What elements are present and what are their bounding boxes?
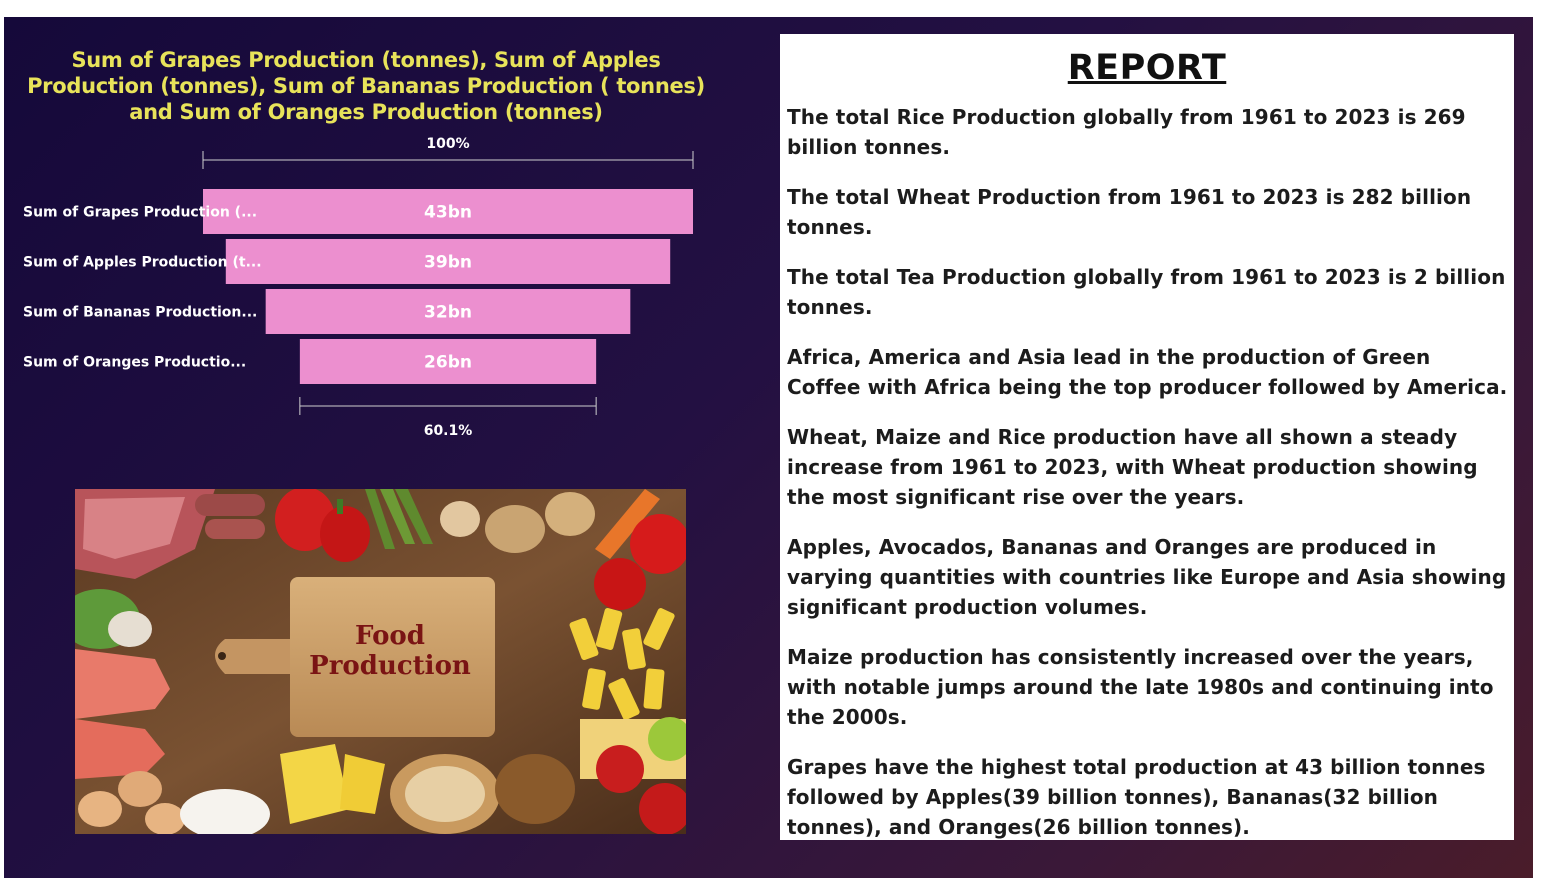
report-paragraph: Grapes have the highest total production…	[787, 755, 1486, 839]
funnel-bar	[203, 189, 693, 234]
category-label: Sum of Grapes Production (...	[23, 205, 257, 221]
report-title: REPORT	[1067, 48, 1227, 88]
bar-value-label: 26bn	[424, 353, 472, 373]
report-paragraph: Maize production has consistently increa…	[787, 645, 1494, 729]
category-label: Sum of Apples Production (t...	[23, 255, 262, 271]
report-paragraph: Wheat, Maize and Rice production have al…	[787, 425, 1478, 509]
bottom-percent-label: 60.1%	[424, 423, 473, 439]
bar-value-label: 32bn	[424, 303, 472, 323]
food-production-image: Food Production	[75, 489, 686, 834]
funnel-chart: 100% 43bn Sum of Grapes Production (... 39b…	[23, 136, 694, 439]
dashboard-canvas: Sum of Grapes Production (tonnes), Sum o…	[4, 17, 1533, 878]
funnel-bar	[299, 339, 597, 384]
report-paragraph: The total Rice Production globally from …	[787, 105, 1466, 159]
bar-value-label: 39bn	[424, 253, 472, 273]
report-body: The total Rice Production globally from …	[780, 102, 1514, 842]
report-paragraph: Africa, America and Asia lead in the pro…	[787, 345, 1508, 399]
funnel-bar	[265, 289, 631, 334]
food-illustration: Food Production	[75, 489, 686, 834]
funnel-bar	[225, 239, 671, 284]
category-label: Sum of Bananas Production...	[23, 305, 257, 321]
report-panel: REPORT The total Rice Production globall…	[780, 34, 1514, 840]
image-caption-line1: Food	[355, 621, 425, 651]
top-percent-label: 100%	[426, 136, 469, 152]
report-paragraph: The total Wheat Production from 1961 to …	[787, 185, 1472, 239]
report-paragraph: Apples, Avocados, Bananas and Oranges ar…	[787, 535, 1507, 619]
bar-value-label: 43bn	[424, 203, 472, 223]
report-paragraph: The total Tea Production globally from 1…	[787, 265, 1506, 319]
category-label: Sum of Oranges Productio...	[23, 355, 246, 371]
image-caption-line2: Production	[309, 651, 471, 681]
chart-title: Sum of Grapes Production (tonnes), Sum o…	[27, 48, 705, 124]
